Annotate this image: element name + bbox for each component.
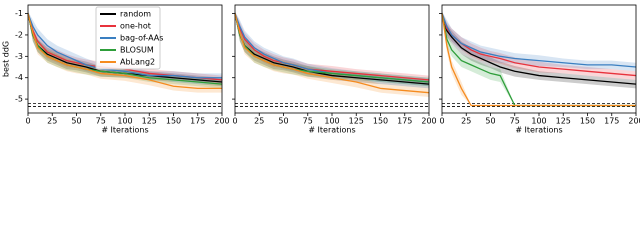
x-tick-label: 125 xyxy=(349,117,364,126)
x-tick-label: 150 xyxy=(166,117,181,126)
y-tick-label: -2 xyxy=(15,30,23,39)
x-tick-label: 200 xyxy=(628,117,640,126)
x-tick-label: 200 xyxy=(214,117,229,126)
series-line xyxy=(27,13,222,90)
legend-label: random xyxy=(120,10,151,19)
error-band xyxy=(28,11,222,93)
x-tick-label: 200 xyxy=(421,117,436,126)
x-tick-label: 175 xyxy=(190,117,205,126)
y-tick-label: -5 xyxy=(15,95,23,104)
legend-label: BLOSUM xyxy=(120,46,154,55)
series-line xyxy=(441,13,637,85)
x-tick-label: 100 xyxy=(117,117,132,126)
x-tick-label: 25 xyxy=(461,117,471,126)
x-tick-label: 125 xyxy=(142,117,157,126)
x-tick-label: 50 xyxy=(71,117,81,126)
x-tick-label: 175 xyxy=(397,117,412,126)
legend-label: bag-of-AAs xyxy=(120,34,163,43)
x-tick-label: 50 xyxy=(278,117,288,126)
x-tick-label: 0 xyxy=(232,117,237,126)
y-tick-label: -4 xyxy=(15,73,23,82)
figure: 0 25 50 75 100 125 150 175 200 -5 -4 -3 -2 -1 # Iterat… xyxy=(2,4,640,135)
legend-label: AbLang2 xyxy=(120,58,155,67)
legend-label: one-hot xyxy=(120,22,151,31)
x-tick-label: 125 xyxy=(556,117,571,126)
error-band xyxy=(28,11,222,85)
x-tick-label: 0 xyxy=(25,117,30,126)
x-axis-label: # Iterations xyxy=(515,126,562,135)
x-tick-label: 175 xyxy=(604,117,619,126)
error-band xyxy=(442,11,636,89)
series-line xyxy=(441,13,636,107)
error-band xyxy=(235,11,429,97)
y-tick-label: -1 xyxy=(15,9,23,18)
y-tick-label: -3 xyxy=(15,52,23,61)
series-line xyxy=(234,13,430,94)
x-axis-label: # Iterations xyxy=(101,126,148,135)
x-tick-label: 0 xyxy=(439,117,444,126)
x-tick-label: 75 xyxy=(303,117,313,126)
x-tick-label: 75 xyxy=(510,117,520,126)
x-tick-label: 150 xyxy=(580,117,595,126)
x-tick-label: 75 xyxy=(96,117,106,126)
x-axis-label: # Iterations xyxy=(308,126,355,135)
error-band xyxy=(235,11,429,89)
error-band xyxy=(28,11,222,89)
legend-box xyxy=(95,6,161,70)
x-tick-label: 100 xyxy=(531,117,546,126)
error-band xyxy=(235,11,429,85)
x-tick-label: 50 xyxy=(485,117,495,126)
x-tick-label: 150 xyxy=(373,117,388,126)
y-axis-label: best ddG xyxy=(2,41,11,77)
error-band xyxy=(442,11,636,80)
x-tick-label: 25 xyxy=(254,117,264,126)
series-line xyxy=(441,13,637,68)
x-tick-label: 25 xyxy=(47,117,57,126)
x-tick-label: 100 xyxy=(324,117,339,126)
series-line xyxy=(27,13,222,79)
